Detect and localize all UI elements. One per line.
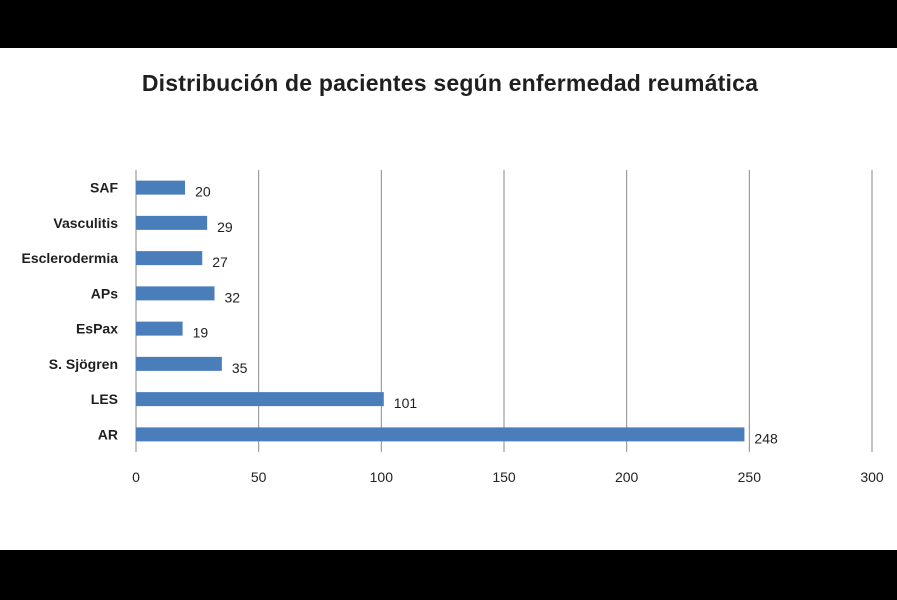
- x-tick-label: 300: [860, 469, 884, 485]
- bar: [136, 215, 208, 230]
- category-label: EsPax: [76, 321, 118, 337]
- data-label: 32: [225, 289, 241, 305]
- bar: [136, 180, 186, 195]
- data-label: 19: [193, 325, 209, 341]
- x-tick-label: 100: [370, 469, 394, 485]
- data-label: 248: [754, 430, 778, 446]
- category-label: LES: [91, 391, 118, 407]
- x-tick-label: 200: [615, 469, 639, 485]
- bar: [136, 251, 203, 266]
- data-label: 27: [212, 254, 228, 270]
- category-label: AR: [98, 426, 118, 442]
- data-label: 35: [232, 360, 248, 376]
- x-tick-label: 50: [251, 469, 267, 485]
- bar: [136, 286, 215, 301]
- category-label: Esclerodermia: [22, 250, 119, 266]
- category-label: SAF: [90, 180, 118, 196]
- bar-chart: SAF Vasculitis Esclerodermia APs EsPax S. Sjö…: [22, 170, 884, 485]
- x-tick-label: 150: [492, 469, 516, 485]
- bar: [136, 392, 384, 407]
- category-label: Vasculitis: [53, 215, 118, 231]
- chart-title: Distribución de pacientes según enfermed…: [141, 70, 759, 96]
- data-label: 29: [217, 219, 233, 235]
- category-label: APs: [91, 285, 118, 301]
- bar: [136, 356, 222, 371]
- category-label: S. Sjögren: [49, 356, 118, 372]
- bar: [136, 427, 745, 442]
- data-label: 20: [195, 184, 211, 200]
- data-label: 101: [394, 395, 418, 411]
- x-tick-label: 250: [738, 469, 762, 485]
- x-tick-label: 0: [132, 469, 140, 485]
- bar: [136, 321, 183, 336]
